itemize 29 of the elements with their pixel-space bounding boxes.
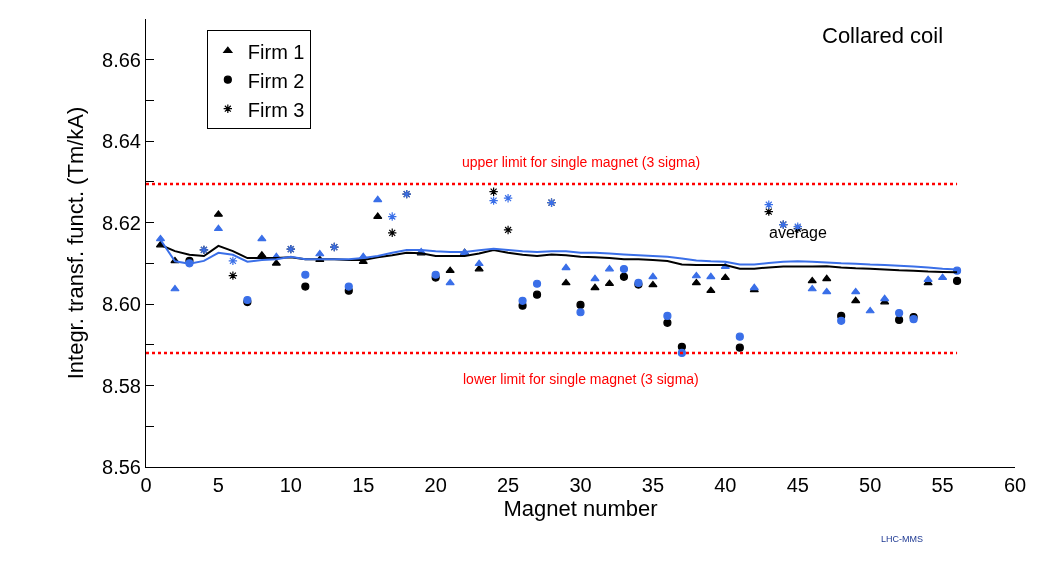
legend-label: Firm 3: [247, 98, 305, 121]
y-tick-label: 8.64: [102, 130, 141, 153]
x-tick-label: 55: [931, 474, 954, 496]
y-tick-label: 8.58: [102, 374, 141, 397]
x-tick-label: 25: [496, 474, 520, 496]
x-tick-label: 60: [1003, 474, 1027, 496]
x-axis-title: Magnet number: [503, 496, 658, 521]
x-tick-label: 35: [641, 474, 665, 496]
x-tick-label: 40: [714, 474, 737, 496]
x-tick-label: 20: [424, 474, 447, 496]
y-axis-title: Integr. transf. funct. (Tm/kA): [62, 106, 88, 380]
y-tick-label: 8.66: [102, 48, 141, 71]
x-tick-label: 30: [569, 474, 592, 496]
x-tick-label: 15: [352, 474, 375, 496]
ref-line-label: lower limit for single magnet (3 sigma): [463, 371, 699, 387]
legend-label: Firm 2: [247, 69, 305, 92]
x-tick-label: 10: [279, 474, 302, 496]
x-tick-label: 50: [859, 474, 882, 496]
y-tick-label: 8.56: [102, 456, 141, 478]
x-tick-label: 0: [140, 474, 152, 496]
y-tick-label: 8.62: [102, 211, 141, 234]
annotation: average: [769, 224, 827, 241]
text: LHC-MMS: [881, 534, 923, 544]
y-tick-label: 8.60: [102, 293, 141, 316]
chart-title: Collared coil: [822, 23, 944, 48]
x-tick-label: 45: [786, 474, 809, 496]
legend-label: Firm 1: [247, 40, 305, 63]
ref-line-label: upper limit for single magnet (3 sigma): [462, 154, 701, 170]
x-tick-label: 5: [212, 474, 224, 496]
